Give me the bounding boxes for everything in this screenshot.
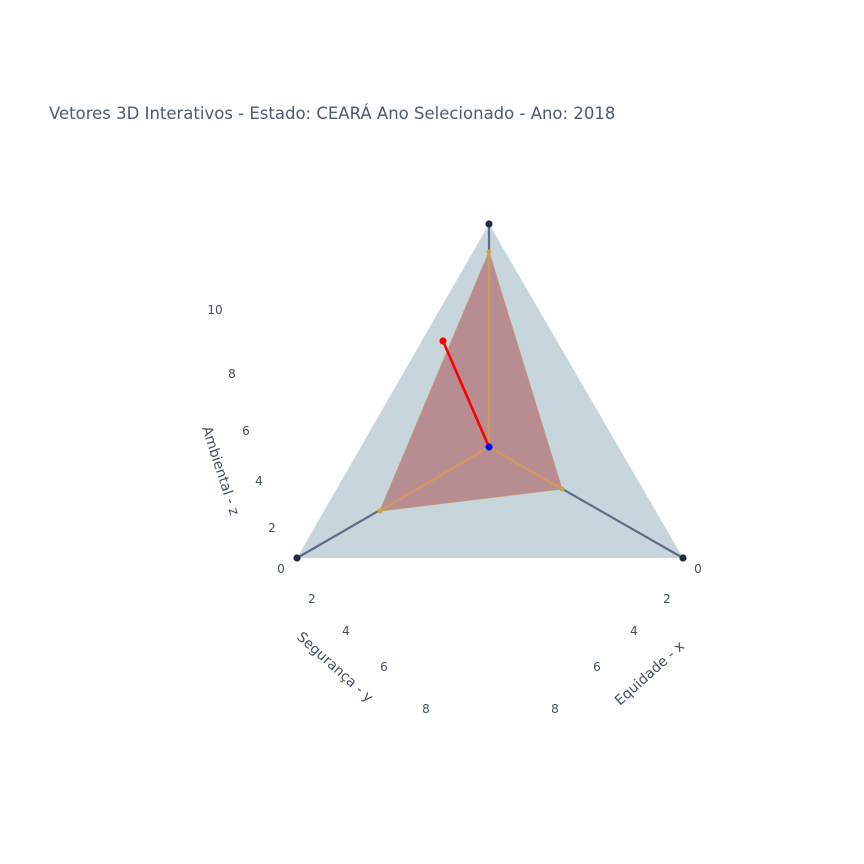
x-tick-label: 2 — [663, 592, 671, 606]
x-tick-label: 6 — [593, 660, 601, 674]
state-point-y[interactable] — [377, 508, 383, 514]
y-tick-label: 6 — [380, 660, 388, 674]
x-tick-label: 0 — [694, 562, 702, 576]
reference-point-z[interactable] — [485, 220, 493, 228]
state-point-x[interactable] — [559, 486, 565, 492]
origin-point[interactable] — [485, 443, 493, 451]
chart-title: Vetores 3D Interativos - Estado: CEARÁ A… — [49, 104, 616, 123]
state-plane-fill — [379, 250, 563, 512]
resultant-vector-line — [441, 339, 491, 449]
y-tick-label: 2 — [308, 592, 316, 606]
state-point-z[interactable] — [486, 249, 492, 255]
z-tick-label: 10 — [207, 303, 222, 317]
z-tick-label: 2 — [268, 521, 276, 535]
z-tick-label: 4 — [255, 474, 263, 488]
y-tick-label: 4 — [342, 624, 350, 638]
reference-point-y[interactable] — [293, 554, 301, 562]
state-vector-lines — [378, 250, 564, 513]
z-tick-label: 6 — [242, 424, 250, 438]
y-axis-title: Segurança - y — [293, 629, 376, 706]
reference-point-x[interactable] — [679, 554, 687, 562]
state-vector-y — [378, 445, 491, 513]
x-axis-title: Equidade - x — [612, 638, 688, 709]
x-tick-label: 8 — [551, 702, 559, 716]
y-tick-label: 0 — [277, 562, 285, 576]
y-tick-label: 8 — [422, 702, 430, 716]
z-tick-label: 8 — [228, 367, 236, 381]
resultant-point[interactable] — [439, 337, 447, 345]
z-axis-title: Ambiental - z — [198, 424, 242, 517]
x-tick-label: 4 — [630, 624, 638, 638]
state-vector-x — [487, 445, 564, 491]
